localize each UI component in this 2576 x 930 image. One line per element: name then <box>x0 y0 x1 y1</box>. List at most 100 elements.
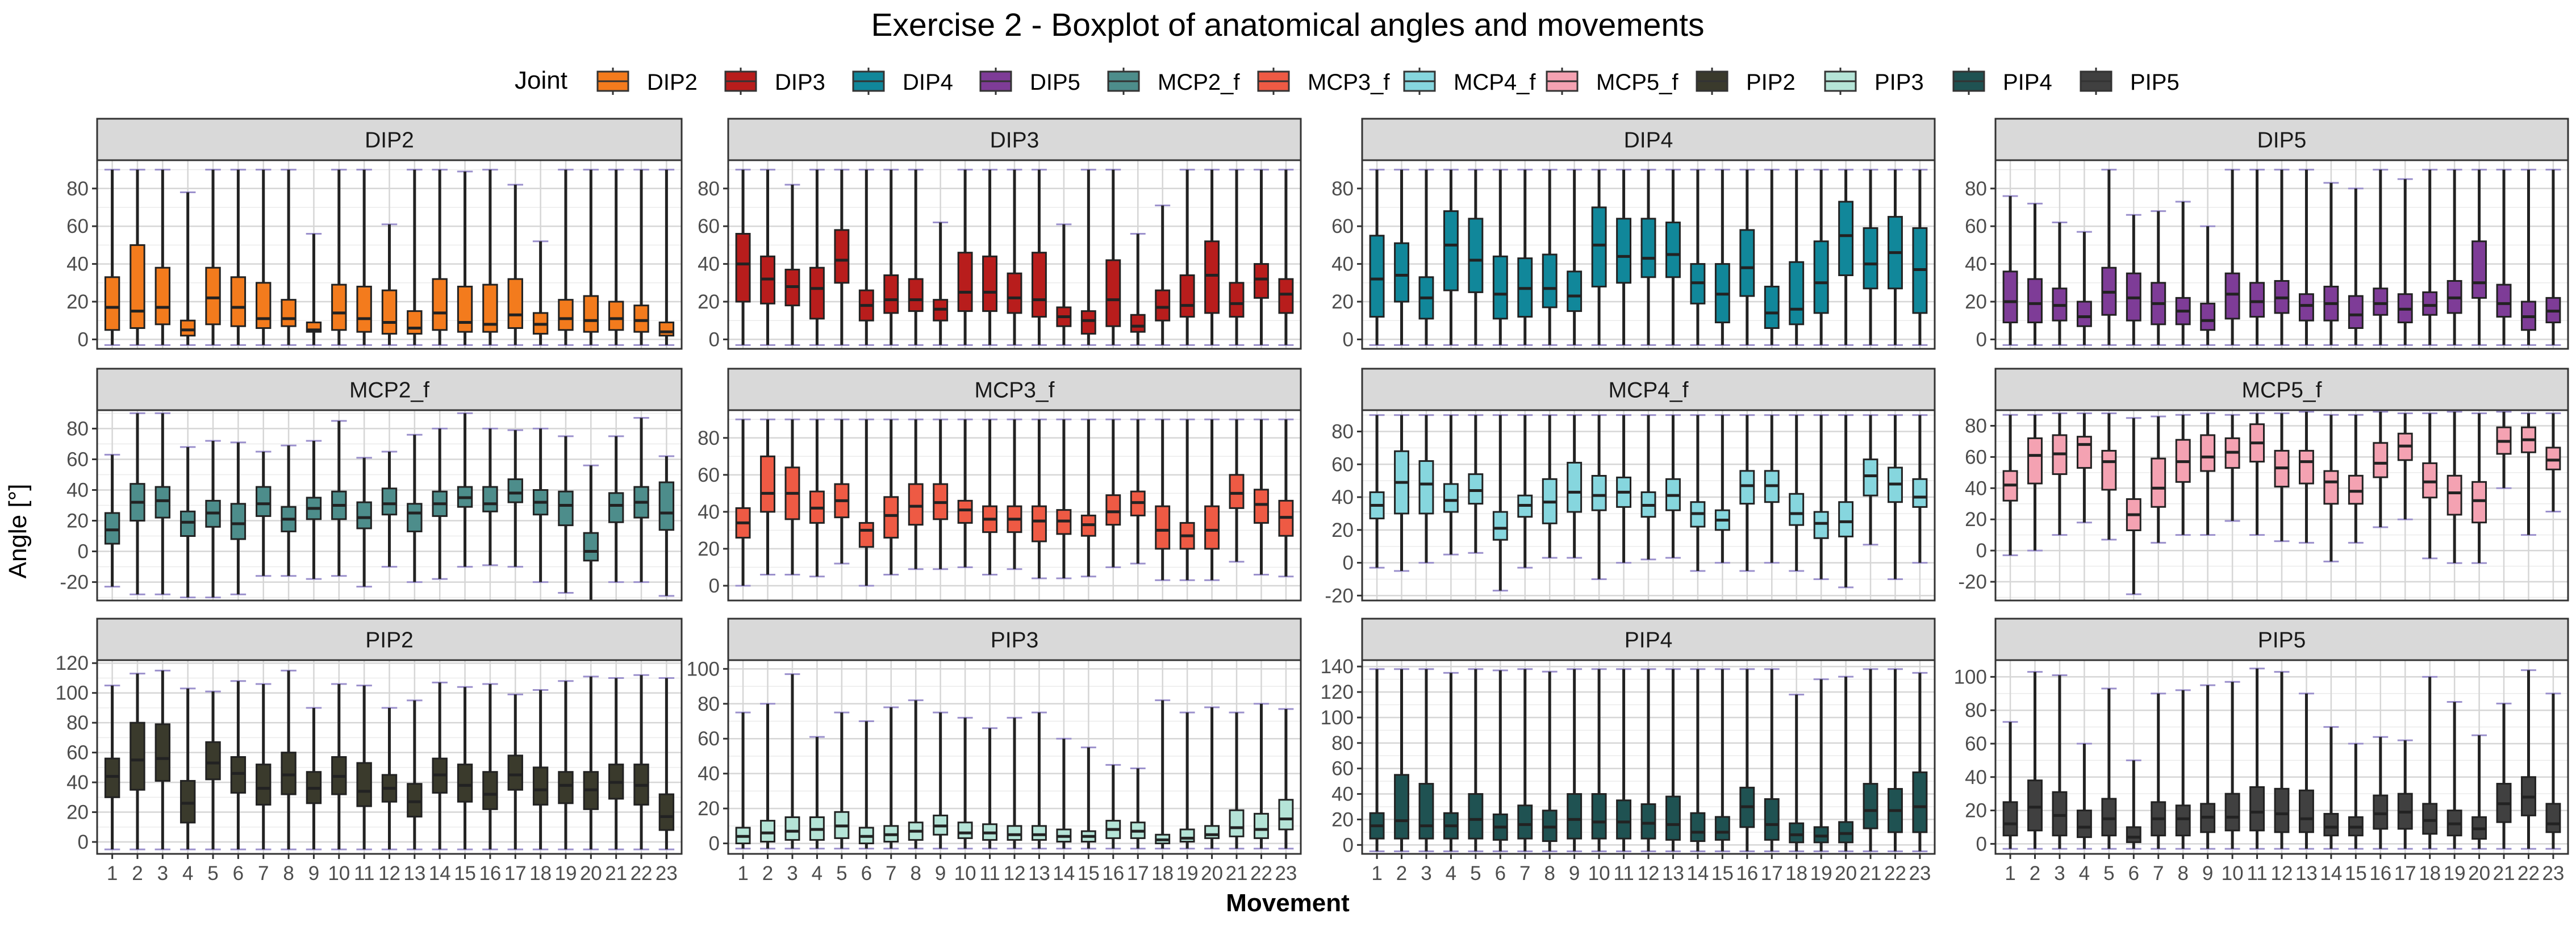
y-tick-label: 120 <box>56 652 89 674</box>
box-pip3-movement-20 <box>1204 706 1220 850</box>
iqr-box <box>1912 478 1928 508</box>
box-mcp2-f-movement-9 <box>306 440 322 580</box>
x-tick-label: 4 <box>182 862 193 885</box>
box-mcp2-f-movement-22 <box>633 417 649 583</box>
box-pip5-movement-2 <box>2027 671 2043 850</box>
y-tick-label: 40 <box>1331 253 1354 276</box>
y-tick-label: 20 <box>66 291 89 313</box>
x-tick-label: 19 <box>1810 862 1832 885</box>
iqr-box <box>381 487 398 516</box>
x-tick-label: 12 <box>2271 862 2293 885</box>
box-pip4-movement-2 <box>1394 668 1409 853</box>
iqr-box <box>2422 462 2438 499</box>
box-pip2-movement-9 <box>306 707 322 850</box>
x-tick-label: 17 <box>1127 862 1149 885</box>
iqr-box <box>1105 494 1121 526</box>
box-dip5-movement-11 <box>2249 169 2265 346</box>
box-pip3-movement-7 <box>883 706 899 850</box>
iqr-box <box>1665 222 1681 278</box>
iqr-box <box>230 756 247 794</box>
iqr-box <box>1204 505 1220 550</box>
y-tick-label: 40 <box>1965 253 1987 276</box>
iqr-box <box>2052 791 2068 837</box>
box-pip3-movement-12 <box>1007 716 1022 850</box>
x-tick-label: 8 <box>1544 862 1555 885</box>
iqr-box <box>1394 774 1409 840</box>
box-pip5-movement-12 <box>2274 671 2290 850</box>
x-tick-label: 17 <box>2394 862 2416 885</box>
box-mcp2-f-movement-3 <box>155 412 171 595</box>
x-tick-label: 6 <box>233 862 244 885</box>
iqr-box <box>2027 278 2043 324</box>
iqr-box <box>2076 301 2092 327</box>
legend-label: MCP3_f <box>1308 70 1390 95</box>
iqr-box <box>2299 293 2314 322</box>
iqr-box <box>2471 481 2487 524</box>
x-tick-label: 6 <box>861 862 872 885</box>
legend-item-dip2: DIP2 <box>596 68 698 95</box>
box-mcp3-f-movement-8 <box>908 418 924 570</box>
x-tick-label: 22 <box>1250 862 1272 885</box>
iqr-box <box>179 319 196 337</box>
box-pip3-movement-11 <box>982 727 998 850</box>
iqr-box <box>2224 272 2240 320</box>
iqr-box <box>633 305 649 333</box>
box-dip3-movement-20 <box>1204 169 1220 346</box>
box-pip5-movement-4 <box>2076 743 2092 850</box>
x-tick-label: 7 <box>1519 862 1530 885</box>
box-pip5-movement-23 <box>2545 693 2561 850</box>
iqr-box <box>834 229 850 284</box>
y-tick-label: 0 <box>709 328 720 351</box>
x-tick-label: 2 <box>2030 862 2040 885</box>
legend-label: PIP5 <box>2130 70 2180 95</box>
box-mcp5-f-movement-6 <box>2126 417 2141 595</box>
x-tick-label: 18 <box>1785 862 1807 885</box>
box-pip3-movement-3 <box>784 673 800 850</box>
iqr-box <box>1813 240 1829 314</box>
box-dip5-movement-21 <box>2496 169 2512 346</box>
box-mcp5-f-movement-14 <box>2323 414 2339 562</box>
box-pip3-movement-18 <box>1155 699 1171 850</box>
strip-mcp5-f <box>1994 368 2569 411</box>
strip-dip5 <box>1994 118 2569 161</box>
iqr-box <box>104 512 120 545</box>
box-mcp3-f-movement-17 <box>1130 418 1146 565</box>
box-pip4-movement-23 <box>1912 672 1928 853</box>
x-tick-label: 5 <box>2103 862 2114 885</box>
box-mcp3-f-movement-20 <box>1204 418 1220 581</box>
y-tick-label: 20 <box>698 798 720 820</box>
box-dip3-movement-6 <box>858 169 874 346</box>
box-dip2-movement-17 <box>507 184 524 346</box>
iqr-box <box>1032 825 1047 841</box>
box-pip4-movement-21 <box>1863 668 1878 853</box>
iqr-box <box>205 741 221 781</box>
iqr-box <box>1640 803 1656 840</box>
x-tick-label: 18 <box>2419 862 2441 885</box>
y-tick-label: 40 <box>1965 766 1987 789</box>
strip-label: PIP2 <box>365 628 414 653</box>
x-tick-label: 1 <box>107 862 118 885</box>
iqr-box <box>908 483 924 526</box>
box-dip4-movement-5 <box>1468 169 1484 346</box>
y-tick-label: -20 <box>1325 585 1354 607</box>
box-mcp4-f-movement-21 <box>1863 414 1878 546</box>
box-pip3-movement-17 <box>1130 767 1146 850</box>
box-dip5-movement-20 <box>2471 169 2487 346</box>
box-pip2-movement-11 <box>356 685 372 850</box>
box-mcp3-f-movement-12 <box>1007 418 1022 570</box>
iqr-box <box>2299 449 2314 485</box>
box-mcp3-f-movement-3 <box>784 418 800 575</box>
iqr-box <box>104 276 120 331</box>
box-pip2-movement-10 <box>331 683 347 850</box>
legend-label: DIP3 <box>775 70 825 95</box>
iqr-box <box>407 783 423 818</box>
box-dip2-movement-13 <box>407 169 423 346</box>
iqr-box <box>1542 253 1558 308</box>
y-tick-label: 20 <box>698 538 720 560</box>
iqr-box <box>1468 218 1484 293</box>
y-tick-label: 20 <box>1965 508 1987 531</box>
x-tick-label: 2 <box>1396 862 1407 885</box>
strip-label: MCP5_f <box>2242 378 2322 403</box>
box-mcp3-f-movement-1 <box>735 418 751 587</box>
